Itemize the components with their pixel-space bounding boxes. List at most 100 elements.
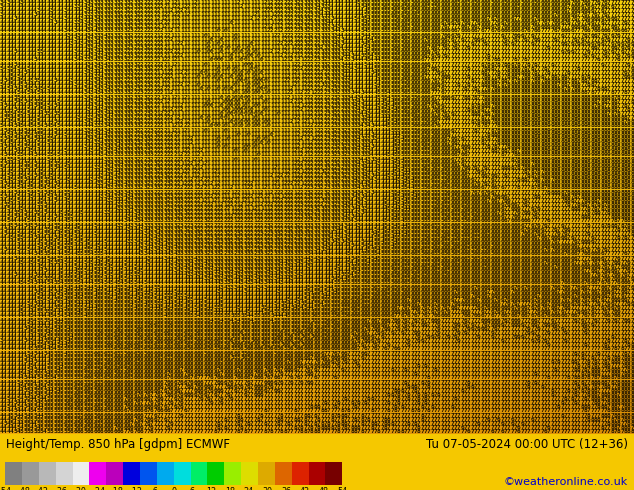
Text: 6: 6 bbox=[434, 156, 437, 162]
Text: 6: 6 bbox=[517, 222, 521, 227]
Text: 5: 5 bbox=[223, 330, 227, 335]
Text: 7: 7 bbox=[557, 239, 561, 244]
Text: 5: 5 bbox=[387, 86, 391, 91]
Text: 8: 8 bbox=[531, 127, 534, 133]
Text: 8: 8 bbox=[514, 115, 517, 120]
Text: 7: 7 bbox=[630, 305, 634, 310]
Text: 6: 6 bbox=[453, 165, 457, 170]
Text: 4: 4 bbox=[100, 256, 103, 261]
Text: 1: 1 bbox=[227, 169, 230, 174]
Text: 6: 6 bbox=[157, 388, 160, 393]
Text: 7: 7 bbox=[614, 363, 618, 368]
Text: 6: 6 bbox=[417, 49, 420, 54]
Text: 4: 4 bbox=[160, 285, 164, 290]
Text: 4: 4 bbox=[33, 8, 37, 13]
Text: 7: 7 bbox=[594, 82, 597, 87]
Text: 7: 7 bbox=[490, 416, 494, 422]
Text: 4: 4 bbox=[146, 251, 150, 256]
Text: 7: 7 bbox=[470, 136, 474, 141]
Text: 3: 3 bbox=[357, 177, 361, 182]
Text: 7: 7 bbox=[564, 309, 567, 314]
Text: 3: 3 bbox=[273, 251, 277, 256]
Text: 6: 6 bbox=[410, 62, 414, 67]
Text: 7: 7 bbox=[624, 86, 628, 91]
Text: 7: 7 bbox=[630, 264, 634, 269]
Text: 7: 7 bbox=[474, 66, 477, 71]
Text: 7: 7 bbox=[547, 37, 551, 42]
Text: 3: 3 bbox=[320, 231, 324, 236]
Text: 8: 8 bbox=[577, 152, 581, 157]
Text: 4: 4 bbox=[60, 120, 63, 124]
Text: 5: 5 bbox=[363, 256, 367, 261]
Text: 4: 4 bbox=[3, 148, 7, 153]
Text: 4: 4 bbox=[397, 173, 401, 178]
Text: 4: 4 bbox=[397, 181, 401, 186]
Text: 8: 8 bbox=[243, 429, 247, 434]
Text: 8: 8 bbox=[564, 181, 567, 186]
Text: 4: 4 bbox=[13, 318, 17, 322]
Text: 8: 8 bbox=[553, 152, 557, 157]
Text: 7: 7 bbox=[531, 384, 534, 389]
Text: 4: 4 bbox=[387, 194, 391, 198]
Text: 4: 4 bbox=[407, 185, 411, 191]
Text: 4: 4 bbox=[120, 280, 124, 285]
Text: 5: 5 bbox=[46, 140, 50, 145]
Text: 1: 1 bbox=[177, 107, 181, 112]
Text: 3: 3 bbox=[307, 4, 311, 9]
Text: 6: 6 bbox=[257, 367, 261, 372]
Text: 1: 1 bbox=[240, 0, 244, 4]
Text: 4: 4 bbox=[60, 123, 63, 128]
Text: 6: 6 bbox=[407, 314, 411, 318]
Text: 5: 5 bbox=[110, 272, 113, 277]
Text: 5: 5 bbox=[427, 206, 430, 211]
Text: 1: 1 bbox=[287, 185, 290, 191]
Text: 2: 2 bbox=[243, 227, 247, 232]
Text: 2: 2 bbox=[330, 98, 334, 104]
Text: 8: 8 bbox=[607, 194, 611, 198]
Text: 6: 6 bbox=[153, 416, 157, 422]
Text: 2: 2 bbox=[146, 70, 150, 75]
Text: 1: 1 bbox=[233, 144, 237, 149]
Text: 6: 6 bbox=[136, 388, 140, 393]
Text: 4: 4 bbox=[360, 12, 364, 17]
Text: 6: 6 bbox=[410, 33, 414, 38]
Text: 8: 8 bbox=[600, 425, 604, 430]
Text: 6: 6 bbox=[434, 268, 437, 273]
Text: 4: 4 bbox=[273, 297, 277, 302]
Text: 1: 1 bbox=[217, 156, 221, 162]
Text: 7: 7 bbox=[590, 227, 594, 232]
Text: 4: 4 bbox=[60, 49, 63, 54]
Text: 6: 6 bbox=[254, 363, 257, 368]
Text: 1: 1 bbox=[180, 28, 184, 33]
Text: 6: 6 bbox=[430, 127, 434, 133]
Text: 3: 3 bbox=[223, 264, 227, 269]
Text: 7: 7 bbox=[544, 409, 547, 414]
Text: 8: 8 bbox=[487, 132, 491, 137]
Text: 9: 9 bbox=[567, 156, 571, 162]
Text: 2: 2 bbox=[307, 28, 311, 33]
Text: 6: 6 bbox=[110, 380, 113, 385]
Text: 6: 6 bbox=[440, 156, 444, 162]
Text: 6: 6 bbox=[354, 334, 357, 339]
Text: 1: 1 bbox=[210, 152, 214, 157]
Text: 7: 7 bbox=[547, 202, 551, 207]
Text: 5: 5 bbox=[307, 285, 311, 290]
Text: 7: 7 bbox=[587, 346, 591, 351]
Text: 7: 7 bbox=[463, 107, 467, 112]
Text: 4: 4 bbox=[70, 251, 74, 256]
Text: 6: 6 bbox=[344, 326, 347, 331]
Text: 8: 8 bbox=[604, 120, 607, 124]
Text: 4: 4 bbox=[6, 198, 10, 203]
Text: 7: 7 bbox=[313, 388, 317, 393]
Text: 4: 4 bbox=[87, 148, 90, 153]
Text: 4: 4 bbox=[347, 53, 351, 58]
Text: 6: 6 bbox=[394, 45, 398, 50]
Text: 7: 7 bbox=[474, 107, 477, 112]
Text: 5: 5 bbox=[340, 272, 344, 277]
Text: 6: 6 bbox=[413, 251, 417, 256]
Text: 7: 7 bbox=[287, 413, 290, 417]
Text: 5: 5 bbox=[427, 173, 430, 178]
Text: 4: 4 bbox=[133, 235, 137, 240]
Text: 5: 5 bbox=[407, 214, 411, 220]
Text: 2: 2 bbox=[150, 173, 153, 178]
